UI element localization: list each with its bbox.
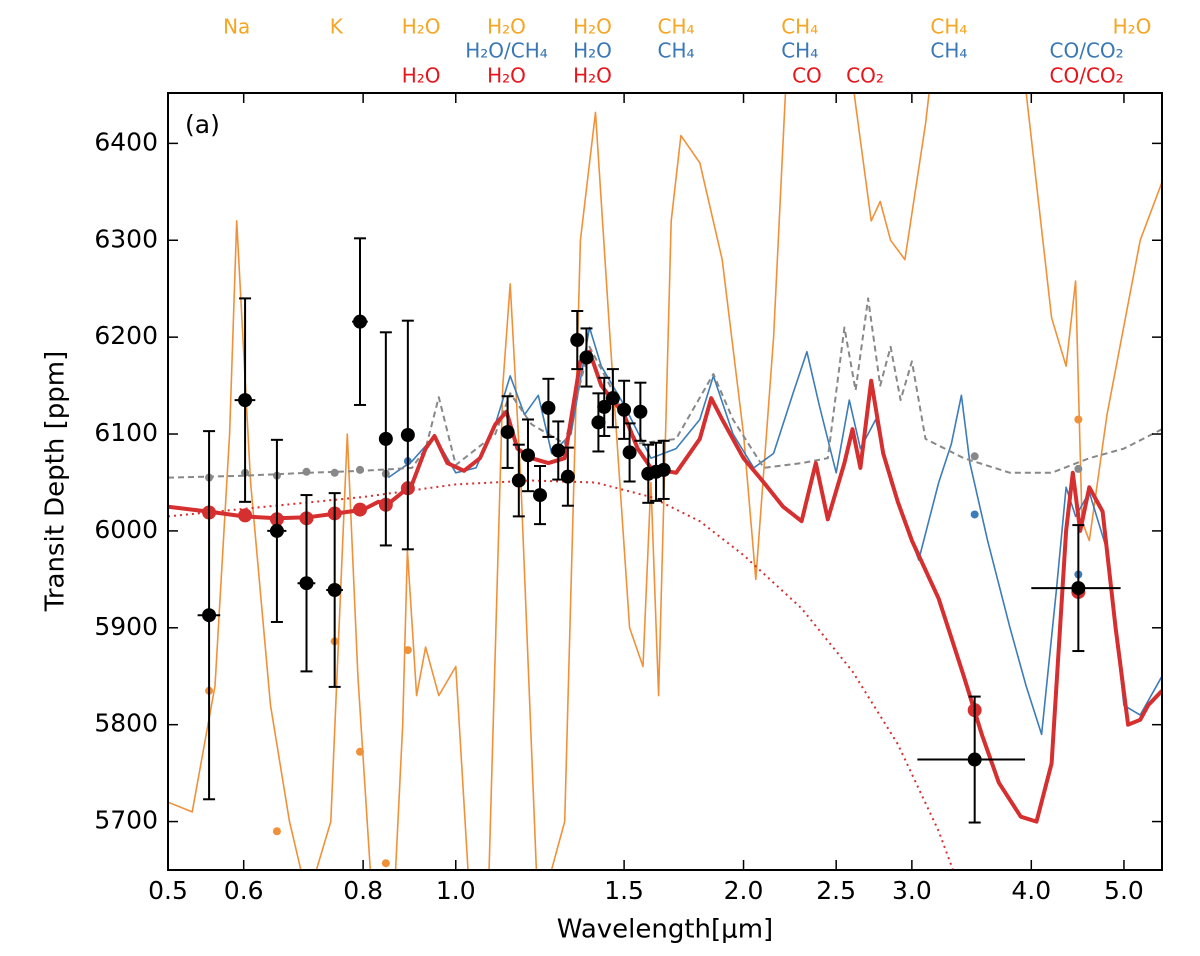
data-point xyxy=(238,393,253,408)
data-point xyxy=(570,333,585,348)
model-line xyxy=(387,326,1162,736)
data-point xyxy=(591,415,606,430)
model-point xyxy=(381,859,390,868)
molecule-label: H₂O xyxy=(487,15,526,39)
molecule-label: Na xyxy=(223,15,250,39)
data-point xyxy=(400,427,415,442)
molecule-label: K xyxy=(330,15,344,39)
model-point xyxy=(970,452,979,461)
x-tick-label: 2.5 xyxy=(816,876,856,905)
molecule-label: H₂O xyxy=(573,39,612,63)
model-line xyxy=(168,297,1162,479)
data-point xyxy=(353,314,368,329)
molecule-label: H₂O xyxy=(573,64,612,88)
x-tick-label: 1.0 xyxy=(436,876,476,905)
plot-area xyxy=(168,93,1162,870)
model-point xyxy=(238,508,253,523)
data-point xyxy=(533,488,548,503)
y-tick-label: 5800 xyxy=(94,709,158,738)
x-tick-label: 0.8 xyxy=(343,876,383,905)
molecule-label: CO/CO₂ xyxy=(1050,64,1124,88)
molecule-label: CH₄ xyxy=(781,15,818,39)
data-point xyxy=(299,576,314,591)
panel-label: (a) xyxy=(185,110,220,139)
y-tick-label: 6100 xyxy=(94,418,158,447)
y-tick-label: 6300 xyxy=(94,224,158,253)
data-point xyxy=(541,400,556,415)
data-point xyxy=(560,469,575,484)
data-point xyxy=(551,443,566,458)
data-point xyxy=(511,473,526,488)
data-point xyxy=(1071,581,1086,596)
molecule-label: CO/CO₂ xyxy=(1050,39,1124,63)
data-point xyxy=(656,462,671,477)
molecule-label: CO xyxy=(792,64,822,88)
data-point xyxy=(617,402,632,417)
data-point xyxy=(202,608,217,623)
model-point xyxy=(272,827,281,836)
model-line xyxy=(168,479,955,870)
model-point xyxy=(302,467,311,476)
data-point xyxy=(605,391,620,406)
molecule-label: H₂O xyxy=(1113,15,1152,39)
y-axis-label: Transit Depth [ppm] xyxy=(41,351,71,612)
molecule-label: CO₂ xyxy=(846,64,884,88)
data-point xyxy=(579,350,594,365)
data-point xyxy=(633,404,648,419)
molecule-label: CH₄ xyxy=(658,15,695,39)
data-point xyxy=(967,752,982,767)
molecule-label: CH₄ xyxy=(930,39,967,63)
model-point xyxy=(970,510,979,519)
model-point xyxy=(330,468,339,477)
model-point xyxy=(403,646,412,655)
data-point xyxy=(327,583,342,598)
data-point xyxy=(378,431,393,446)
data-point xyxy=(520,448,535,463)
x-tick-label: 5.0 xyxy=(1104,876,1144,905)
y-tick-label: 5700 xyxy=(94,806,158,835)
data-point xyxy=(500,425,515,440)
molecule-label: H₂O xyxy=(573,15,612,39)
x-tick-label: 2.0 xyxy=(724,876,764,905)
y-tick-label: 5900 xyxy=(94,612,158,641)
model-point xyxy=(1074,415,1083,424)
model-line xyxy=(168,349,1162,824)
y-tick-label: 6200 xyxy=(94,321,158,350)
x-tick-label: 0.6 xyxy=(224,876,264,905)
data-point xyxy=(269,523,284,538)
x-axis-label: Wavelength[μm] xyxy=(557,915,773,945)
model-point xyxy=(353,502,368,517)
y-tick-label: 6400 xyxy=(94,127,158,156)
axes-frame xyxy=(167,92,1163,871)
model-point xyxy=(356,465,365,474)
molecule-label: H₂O xyxy=(487,64,526,88)
x-tick-label: 4.0 xyxy=(1011,876,1051,905)
molecule-label: H₂O/CH₄ xyxy=(465,39,548,63)
molecule-label: CH₄ xyxy=(781,39,818,63)
molecule-label: H₂O xyxy=(402,64,441,88)
data-point xyxy=(622,445,637,460)
model-point xyxy=(356,747,365,756)
molecule-label: CH₄ xyxy=(930,15,967,39)
molecule-label: H₂O xyxy=(402,15,441,39)
data-point xyxy=(597,399,612,414)
model-line xyxy=(168,93,1162,870)
model-point xyxy=(1074,464,1083,473)
x-tick-label: 1.5 xyxy=(604,876,644,905)
molecule-label: CH₄ xyxy=(658,39,695,63)
x-tick-label: 3.0 xyxy=(892,876,932,905)
x-tick-label: 0.5 xyxy=(148,876,188,905)
y-tick-label: 6000 xyxy=(94,515,158,544)
